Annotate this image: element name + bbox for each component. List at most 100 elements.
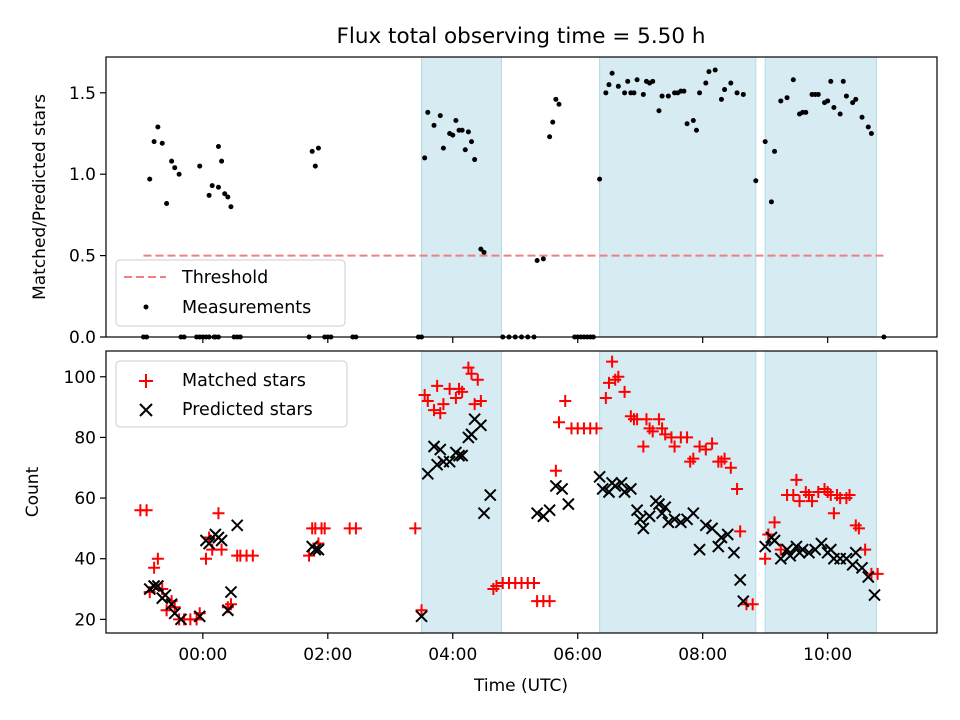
shaded-window bbox=[421, 56, 503, 338]
matched-star-marker bbox=[552, 416, 565, 429]
predicted-star-marker bbox=[477, 507, 491, 520]
measurement-point bbox=[465, 129, 471, 135]
count-legend: Matched stars Predicted stars bbox=[115, 360, 348, 428]
measurement-point bbox=[659, 93, 665, 99]
measurement-point bbox=[547, 134, 553, 140]
matched-star-marker bbox=[612, 370, 625, 383]
measurement-point bbox=[472, 157, 478, 163]
predicted-star-marker bbox=[705, 522, 719, 535]
predicted-star-marker bbox=[421, 467, 434, 481]
measurement-point bbox=[697, 90, 703, 96]
predicted-legend-swatch bbox=[139, 403, 153, 417]
matched-star-marker bbox=[646, 425, 659, 438]
matched-star-marker bbox=[474, 395, 487, 408]
predicted-star-marker bbox=[815, 537, 828, 550]
measurements-legend-label: Measurements bbox=[182, 298, 311, 318]
measurement-point bbox=[219, 158, 225, 164]
matched-star-marker bbox=[599, 392, 612, 404]
predicted-star-marker bbox=[231, 519, 244, 532]
threshold-legend-label: Threshold bbox=[181, 268, 268, 288]
x-tick-label: 06:00 bbox=[553, 645, 602, 665]
measurement-point bbox=[606, 82, 612, 88]
matched-star-marker bbox=[602, 376, 615, 389]
predicted-star-marker bbox=[855, 561, 869, 575]
x-tick-label: 04:00 bbox=[428, 645, 477, 665]
measurement-point bbox=[222, 191, 228, 197]
measurement-point bbox=[550, 119, 556, 125]
matched-star-marker bbox=[212, 507, 225, 520]
measurement-point bbox=[778, 98, 784, 104]
measurement-point bbox=[147, 176, 153, 182]
matched-star-marker bbox=[549, 464, 562, 477]
measurement-point bbox=[206, 192, 212, 198]
count-axes-frame bbox=[105, 350, 938, 634]
predicted-star-marker bbox=[427, 440, 441, 453]
matched-star-marker bbox=[793, 495, 806, 508]
shaded-window bbox=[599, 56, 757, 338]
matched-star-marker bbox=[456, 385, 469, 398]
predicted-star-marker bbox=[780, 543, 794, 556]
y-tick-label: 1.0 bbox=[69, 165, 96, 185]
measurement-points bbox=[140, 67, 887, 340]
measurement-point bbox=[843, 93, 849, 99]
matched-star-marker bbox=[746, 598, 759, 611]
predicted-star-marker bbox=[674, 516, 688, 529]
matched-star-marker bbox=[246, 549, 259, 562]
ratio-axes-frame bbox=[105, 56, 938, 338]
matched-star-marker bbox=[151, 552, 164, 565]
matched-star-marker bbox=[706, 437, 719, 450]
y-tick-label: 1.5 bbox=[69, 84, 96, 104]
matched-star-marker bbox=[449, 392, 462, 404]
matched-star-marker bbox=[802, 489, 815, 502]
matched-star-marker bbox=[768, 516, 781, 529]
measurement-point bbox=[597, 176, 603, 182]
x-axis-label: Time (UTC) bbox=[473, 676, 568, 696]
predicted-star-marker bbox=[721, 528, 734, 541]
y-tick-label: 80 bbox=[74, 428, 96, 448]
predicted-star-marker bbox=[609, 479, 622, 493]
predicted-star-marker bbox=[655, 507, 669, 520]
y-tick-label: 40 bbox=[74, 550, 96, 570]
matched-star-marker bbox=[465, 367, 478, 380]
measurement-point bbox=[625, 78, 631, 84]
x-tick-label: 08:00 bbox=[678, 645, 727, 665]
measurement-point bbox=[478, 246, 484, 252]
matched-star-marker bbox=[806, 495, 819, 508]
x-tick-label: 10:00 bbox=[803, 645, 852, 665]
predicted-star-marker bbox=[630, 503, 644, 517]
measurement-point bbox=[859, 114, 865, 120]
measurement-point bbox=[734, 90, 740, 96]
ratio-axis-ticks: 0.0 0.5 1.0 1.5 bbox=[69, 84, 829, 348]
matched-star-marker bbox=[428, 404, 441, 417]
predicted-star-marker bbox=[452, 449, 466, 462]
matched-star-marker bbox=[693, 440, 706, 453]
matched-star-marker bbox=[409, 522, 422, 535]
measurement-point bbox=[640, 91, 646, 97]
matched-star-marker bbox=[421, 395, 434, 408]
matched-legend-label: Matched stars bbox=[182, 371, 306, 391]
predicted-star-marker bbox=[715, 531, 728, 544]
measurement-point bbox=[703, 80, 709, 86]
measurement-point bbox=[693, 127, 699, 133]
measurement-point bbox=[868, 131, 874, 137]
count-axis-ticks: 20 40 60 80 100 00:00 02:00 04:00 06:00 08:00 10:0… bbox=[64, 368, 853, 665]
matched-star-marker bbox=[827, 507, 840, 520]
matched-star-marker bbox=[199, 552, 212, 565]
ratio-legend-box bbox=[115, 259, 346, 327]
predicted-star-marker bbox=[624, 482, 638, 496]
matched-star-marker bbox=[843, 489, 856, 502]
predicted-star-marker bbox=[596, 482, 609, 496]
measurement-point bbox=[728, 80, 734, 86]
matched-star-marker bbox=[431, 379, 444, 392]
matched-star-marker bbox=[543, 595, 556, 608]
predicted-star-marker bbox=[796, 543, 809, 556]
matched-star-marker bbox=[871, 567, 884, 580]
matched-star-marker bbox=[415, 604, 428, 617]
measurement-point bbox=[622, 90, 628, 96]
predicted-star-marker bbox=[849, 546, 862, 559]
measurement-point bbox=[790, 77, 796, 83]
measurement-point bbox=[450, 132, 456, 138]
matched-star-marker bbox=[140, 504, 153, 517]
measurement-point bbox=[684, 121, 690, 127]
matched-star-marker bbox=[303, 549, 316, 562]
